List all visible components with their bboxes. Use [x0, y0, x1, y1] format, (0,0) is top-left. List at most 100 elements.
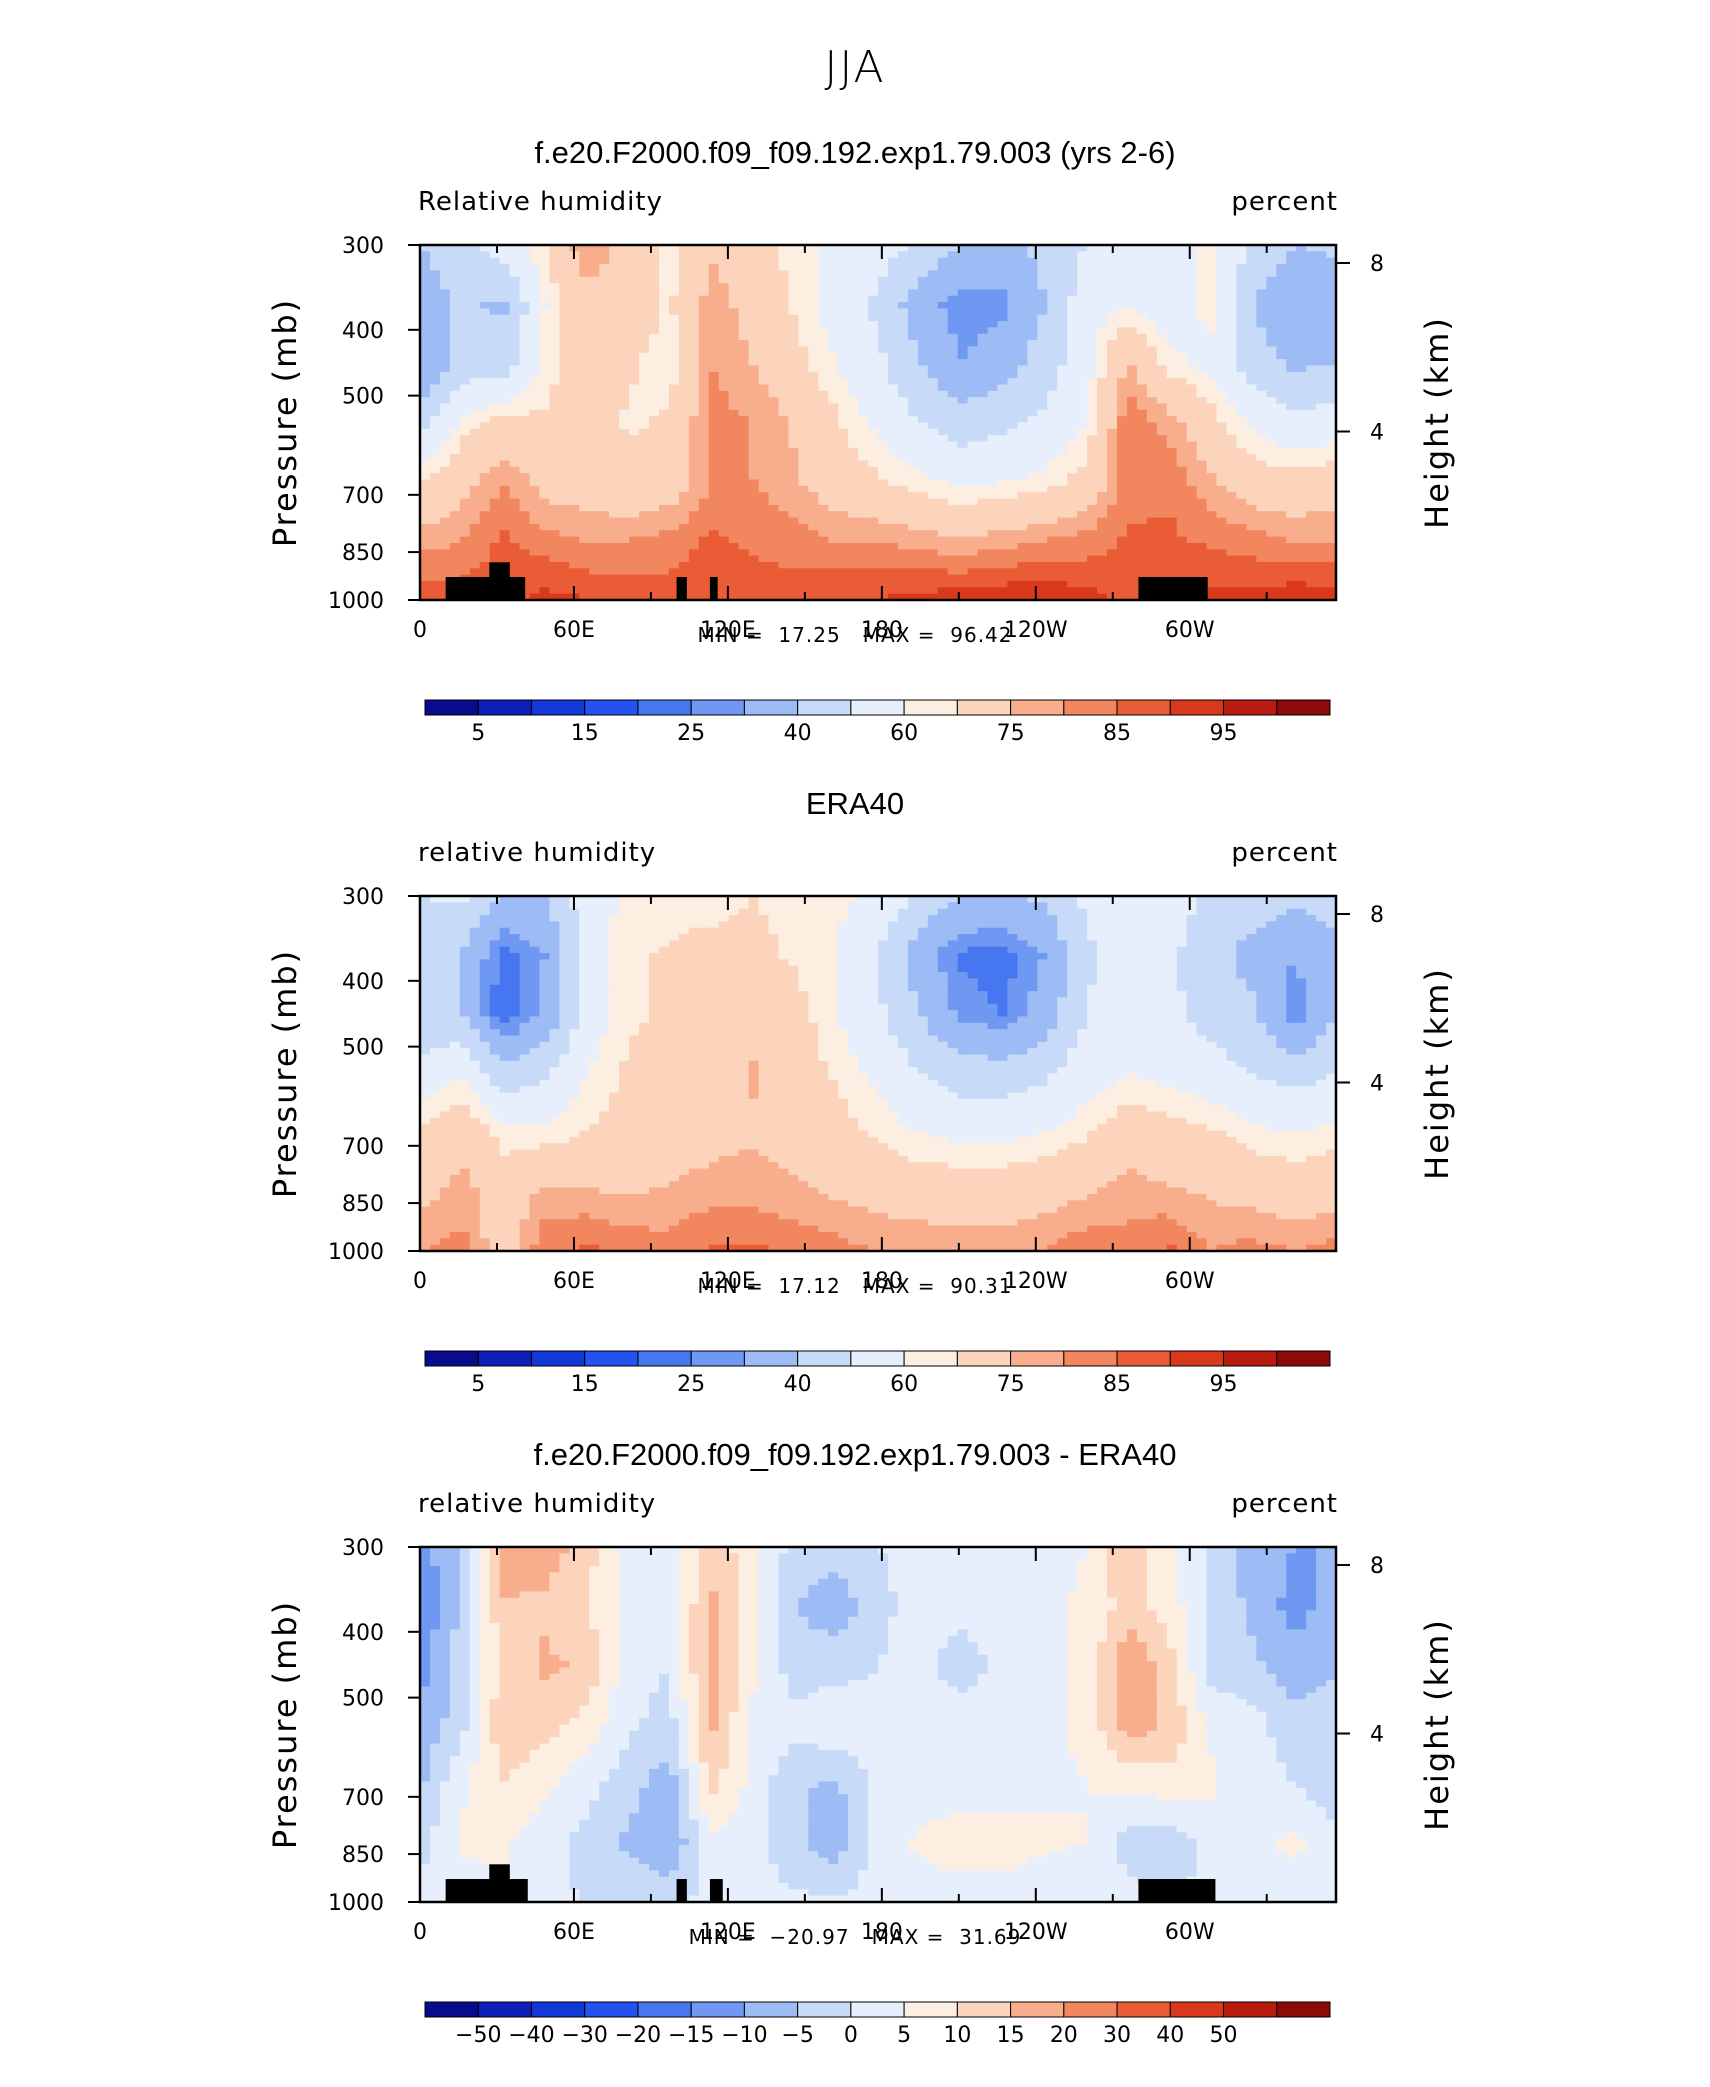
heatmap-cell: [788, 321, 799, 329]
heatmap-cell: [599, 390, 610, 398]
heatmap-cell: [778, 365, 789, 373]
heatmap-cell: [1057, 251, 1068, 259]
heatmap-cell: [420, 359, 431, 367]
variable-label: Relative humidity: [418, 187, 663, 217]
heatmap-cell: [688, 555, 700, 563]
heatmap-cell: [658, 447, 670, 455]
heatmap-cell: [1126, 460, 1138, 468]
heatmap-cell: [1206, 245, 1218, 252]
heatmap-cell: [509, 346, 521, 354]
heatmap-cell: [967, 276, 979, 284]
heatmap-cell: [678, 485, 690, 493]
heatmap-cell: [658, 523, 670, 531]
heatmap-cell: [579, 492, 590, 500]
heatmap-cell: [828, 435, 839, 443]
heatmap-cell: [1047, 346, 1058, 354]
heatmap-cell: [937, 346, 949, 354]
heatmap-cell: [1316, 479, 1327, 487]
heatmap-cell: [479, 390, 491, 398]
heatmap-cell: [778, 302, 789, 309]
heatmap-cell: [917, 435, 929, 443]
heatmap-cell: [569, 580, 580, 588]
heatmap-cell: [619, 454, 630, 462]
heatmap-cell: [1037, 428, 1048, 436]
heatmap-cell: [887, 390, 899, 398]
heatmap-cell: [1226, 454, 1238, 462]
heatmap-cell: [639, 542, 650, 550]
heatmap-cell: [579, 378, 590, 386]
heatmap-cell: [469, 561, 481, 569]
heatmap-cell: [1017, 346, 1028, 354]
heatmap-cell: [1276, 371, 1287, 379]
heatmap-cell: [579, 302, 590, 309]
heatmap-cell: [499, 327, 511, 335]
heatmap-cell: [907, 327, 919, 335]
heatmap-cell: [738, 504, 750, 512]
heatmap-cell: [1216, 511, 1228, 519]
heatmap-cell: [997, 422, 1009, 430]
heatmap-cell: [479, 523, 491, 531]
heatmap-cell: [718, 283, 730, 290]
heatmap-cell: [1057, 580, 1068, 588]
heatmap-cell: [678, 251, 690, 259]
heatmap-cell: [1097, 428, 1108, 436]
heatmap-cell: [1256, 473, 1267, 481]
heatmap-cell: [738, 416, 750, 424]
heatmap-cell: [549, 409, 560, 417]
heatmap-cell: [957, 302, 969, 309]
heatmap-cell: [668, 580, 680, 588]
heatmap-cell: [778, 454, 789, 462]
heatmap-cell: [1136, 403, 1148, 411]
heatmap-cell: [1216, 346, 1228, 354]
heatmap-cell: [748, 485, 760, 493]
heatmap-cell: [1146, 270, 1158, 278]
heatmap-cell: [1097, 479, 1108, 487]
heatmap-cell: [579, 340, 590, 348]
heatmap-cell: [848, 416, 859, 424]
heatmap-cell: [788, 276, 799, 284]
heatmap-cell: [788, 580, 799, 588]
heatmap-cell: [1266, 359, 1277, 367]
heatmap-cell: [1256, 283, 1267, 290]
heatmap-cell: [658, 308, 670, 316]
heatmap-cell: [748, 441, 760, 449]
heatmap-cell: [887, 409, 899, 417]
heatmap-cell: [1316, 371, 1327, 379]
heatmap-cell: [1196, 409, 1208, 417]
heatmap-cell: [1266, 302, 1277, 309]
heatmap-cell: [1186, 466, 1198, 474]
heatmap-cell: [629, 251, 640, 259]
heatmap-cell: [1156, 283, 1168, 290]
heatmap-cell: [1266, 574, 1277, 582]
heatmap-cell: [1316, 314, 1327, 322]
heatmap-cell: [967, 340, 979, 348]
heatmap-cell: [858, 561, 869, 569]
heatmap-cell: [1136, 340, 1148, 348]
heatmap-cell: [1316, 390, 1327, 398]
heatmap-cell: [429, 485, 441, 493]
heatmap-cell: [1136, 492, 1148, 500]
heatmap-cell: [838, 352, 849, 360]
heatmap-cell: [868, 460, 879, 468]
heatmap-cell: [668, 390, 680, 398]
heatmap-cell: [1047, 371, 1058, 379]
heatmap-cell: [748, 542, 760, 550]
heatmap-cell: [1156, 403, 1168, 411]
heatmap-cell: [848, 390, 859, 398]
heatmap-cell: [589, 498, 600, 506]
heatmap-cell: [788, 333, 799, 341]
heatmap-cell: [738, 283, 750, 290]
heatmap-cell: [967, 561, 979, 569]
heatmap-cell: [1027, 517, 1038, 525]
heatmap-cell: [1256, 264, 1267, 271]
heatmap-cell: [529, 251, 541, 259]
heatmap-cell: [1166, 270, 1178, 278]
heatmap-cell: [967, 251, 979, 259]
heatmap-cell: [1296, 530, 1307, 538]
heatmap-cell: [429, 447, 441, 455]
heatmap-cell: [878, 422, 889, 430]
heatmap-cell: [1286, 384, 1297, 392]
heatmap-cell: [619, 435, 630, 443]
heatmap-cell: [1007, 390, 1018, 398]
heatmap-cell: [1116, 371, 1128, 379]
